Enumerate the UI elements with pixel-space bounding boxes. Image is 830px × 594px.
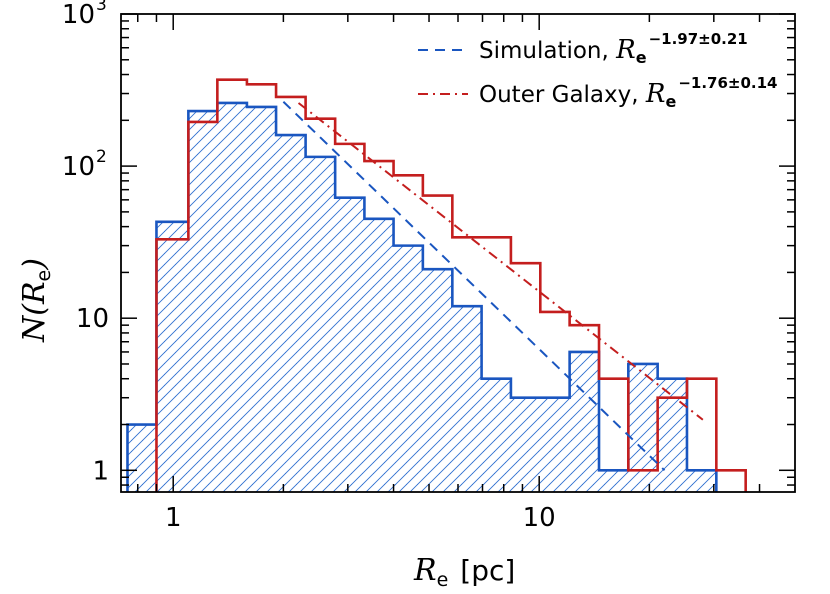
x-axis-label: Re [pc]	[413, 553, 515, 591]
y-tick-label: 10	[62, 152, 95, 182]
y-tick-label: 10	[76, 304, 109, 334]
simulation-hatch-fill	[127, 102, 717, 492]
y-axis-label: N(Re)	[17, 258, 55, 343]
y-tick-label: 1	[92, 456, 109, 486]
y-tick-exponent: 2	[96, 147, 107, 167]
y-tick-label: 10	[62, 0, 95, 30]
x-tick-label: 10	[523, 503, 556, 533]
outer-galaxy-histogram	[155, 78, 747, 492]
y-tick-exponent: 3	[96, 0, 107, 15]
x-tick-label: 1	[165, 503, 182, 533]
simulation-fit-line	[282, 101, 666, 472]
simulation-legend-label: Simulation, Re−1.97±0.21	[479, 30, 748, 67]
outer-galaxy-legend-label: Outer Galaxy, Re−1.76±0.14	[479, 74, 777, 111]
